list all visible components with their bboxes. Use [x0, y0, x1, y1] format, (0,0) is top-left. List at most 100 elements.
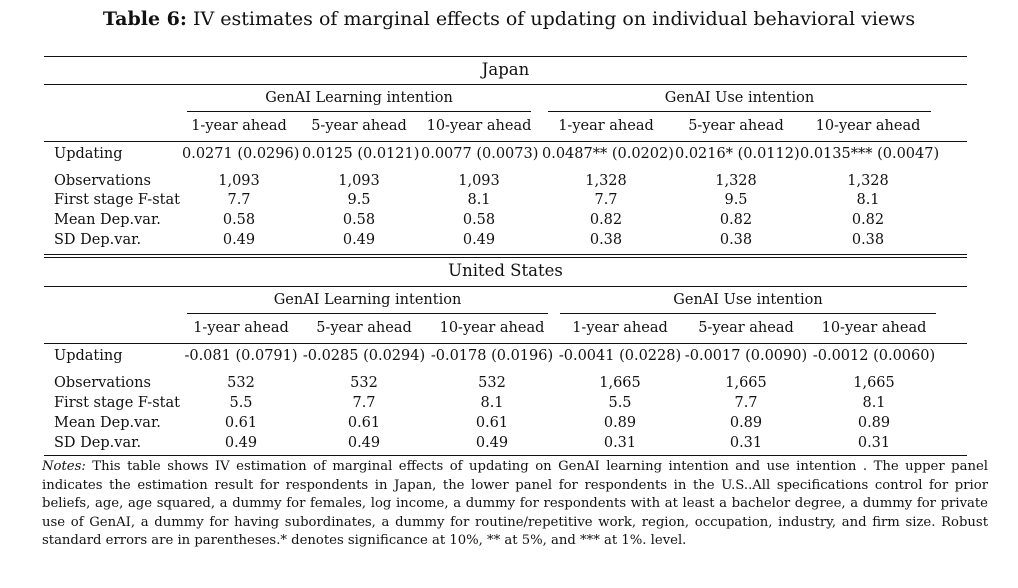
table-cell: 5.5	[608, 395, 632, 411]
table-cell: 0.31	[729, 435, 763, 451]
column-header: 5-year ahead	[688, 118, 784, 134]
top-rule	[44, 56, 967, 57]
group-title-use-japan: GenAI Use intention	[664, 90, 815, 106]
panel-separator-rule	[44, 254, 967, 255]
column-header: 10-year ahead	[821, 320, 927, 336]
table-cell: 9.5	[347, 192, 371, 208]
table-cell: 0.61	[224, 415, 258, 431]
column-header: 5-year ahead	[311, 118, 407, 134]
table-cell: 0.49	[475, 435, 509, 451]
column-header: 10-year ahead	[426, 118, 532, 134]
table-cell: 1,093	[458, 173, 500, 189]
table-cell: 0.0216* (0.0112)	[675, 146, 800, 162]
panel-title-rule-us	[44, 286, 967, 287]
row-label-mean-dep-var: Mean Dep.var.	[54, 212, 161, 228]
table-cell: 0.0271 (0.0296)	[182, 146, 300, 162]
table-cell: 1,328	[715, 173, 757, 189]
group-title-use-us: GenAI Use intention	[673, 292, 823, 308]
row-label-mean-dep-var: Mean Dep.var.	[54, 415, 161, 431]
table-cell: 1,665	[853, 375, 895, 391]
table-cell: 0.0487** (0.0202)	[542, 146, 674, 162]
notes-text: This table shows IV estimation of margin…	[42, 459, 988, 549]
table-cell: 0.58	[342, 212, 376, 228]
table-cell: 0.89	[857, 415, 891, 431]
table-cell: 0.49	[342, 232, 376, 248]
row-label-observations: Observations	[54, 375, 151, 391]
table-cell: 0.31	[857, 435, 891, 451]
column-header: 1-year ahead	[193, 320, 289, 336]
table-cell: -0.0012 (0.0060)	[812, 348, 936, 364]
table-cell: -0.081 (0.0791)	[184, 348, 298, 364]
table-cell: 5.5	[229, 395, 253, 411]
table-cell: 0.0077 (0.0073)	[421, 146, 539, 162]
table-cell: 1,093	[218, 173, 260, 189]
table-cell: 0.0125 (0.0121)	[302, 146, 420, 162]
group-title-learning-japan: GenAI Learning intention	[265, 90, 453, 106]
bottom-rule	[44, 455, 967, 456]
row-label-updating: Updating	[54, 348, 123, 364]
notes-label: Notes:	[42, 459, 86, 474]
table-cell: 0.38	[851, 232, 885, 248]
column-header: 1-year ahead	[191, 118, 287, 134]
column-header: 1-year ahead	[558, 118, 654, 134]
column-header: 10-year ahead	[439, 320, 545, 336]
table-cell: 8.1	[862, 395, 886, 411]
panel-title-rule-japan	[44, 84, 967, 85]
table-cell: 1,665	[599, 375, 641, 391]
table-caption-label: Table 6:	[102, 8, 187, 30]
table-cell: 7.7	[594, 192, 618, 208]
group-rule-use-japan	[548, 111, 931, 112]
table-cell: 0.38	[589, 232, 623, 248]
row-label-sd-dep-var: SD Dep.var.	[54, 435, 142, 451]
table-cell: 0.31	[603, 435, 637, 451]
table-cell: 8.1	[856, 192, 880, 208]
table-cell: 0.49	[222, 232, 256, 248]
table-cell: 7.7	[352, 395, 376, 411]
table-cell: 0.61	[475, 415, 509, 431]
table-cell: 0.58	[222, 212, 256, 228]
column-header-rule-japan	[44, 141, 967, 142]
table-cell: 0.82	[851, 212, 885, 228]
table-cell: 532	[478, 375, 506, 391]
table-cell: 8.1	[480, 395, 504, 411]
panel-title-united-states: United States	[448, 261, 563, 280]
row-label-first-stage-f-stat: First stage F-stat	[54, 192, 180, 208]
group-rule-learning-japan	[187, 111, 531, 112]
table-cell: 7.7	[227, 192, 251, 208]
table-cell: -0.0178 (0.0196)	[430, 348, 554, 364]
table-cell: 1,328	[585, 173, 627, 189]
table-cell: 532	[227, 375, 255, 391]
row-label-sd-dep-var: SD Dep.var.	[54, 232, 142, 248]
column-header: 10-year ahead	[815, 118, 921, 134]
row-label-updating: Updating	[54, 146, 123, 162]
group-rule-use-us	[560, 313, 936, 314]
column-header-rule-us	[44, 343, 967, 344]
column-header: 5-year ahead	[698, 320, 794, 336]
table-caption: Table 6: IV estimates of marginal effect…	[0, 8, 1018, 30]
table-cell: 1,093	[338, 173, 380, 189]
group-rule-learning-us	[187, 313, 548, 314]
table-cell: 0.89	[603, 415, 637, 431]
table-caption-text: IV estimates of marginal effects of upda…	[192, 8, 916, 30]
table-cell: 7.7	[734, 395, 758, 411]
table-cell: 8.1	[467, 192, 491, 208]
table-cell: -0.0017 (0.0090)	[684, 348, 808, 364]
panel-title-japan: Japan	[481, 60, 530, 79]
row-label-observations: Observations	[54, 173, 151, 189]
table-cell: 9.5	[724, 192, 748, 208]
table-cell: 0.49	[462, 232, 496, 248]
table-cell: 0.38	[719, 232, 753, 248]
group-title-learning-us: GenAI Learning intention	[273, 292, 462, 308]
table-notes: Notes: This table shows IV estimation of…	[42, 458, 988, 551]
column-header: 1-year ahead	[572, 320, 668, 336]
column-header: 5-year ahead	[316, 320, 412, 336]
table-cell: 0.61	[347, 415, 381, 431]
panel-separator-rule	[44, 257, 967, 258]
table-cell: 532	[350, 375, 378, 391]
table-cell: 0.49	[224, 435, 258, 451]
table-cell: 0.82	[719, 212, 753, 228]
table-cell: 0.58	[462, 212, 496, 228]
table-cell: 0.82	[589, 212, 623, 228]
table-cell: 1,328	[847, 173, 889, 189]
table-cell: 0.49	[347, 435, 381, 451]
